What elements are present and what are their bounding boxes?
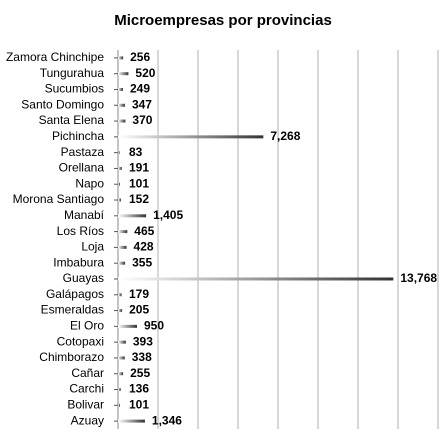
bar [118, 166, 122, 170]
y-tick-label: Tungurahua [40, 66, 105, 80]
y-tick-label: Morona Santiago [13, 192, 105, 206]
y-tick-label: Manabí [64, 208, 105, 222]
value-label: 205 [129, 303, 149, 317]
value-label: 347 [132, 97, 152, 111]
value-label: 355 [132, 255, 152, 269]
value-label: 465 [134, 224, 154, 238]
y-tick-label: Santo Domingo [21, 97, 104, 111]
bar [118, 230, 128, 234]
value-label: 1,346 [152, 413, 182, 427]
bar [118, 182, 121, 186]
bar [118, 340, 126, 344]
value-label: 101 [129, 176, 149, 190]
bar [118, 372, 124, 376]
value-label: 136 [129, 382, 149, 396]
y-tick-label: Sucumbios [45, 82, 104, 96]
bar [118, 103, 125, 107]
y-tick-label: Pichincha [52, 129, 104, 143]
bar [118, 72, 129, 76]
bar [118, 388, 121, 392]
y-tick-label: Azuay [71, 413, 104, 427]
bar [118, 403, 121, 407]
value-label: 191 [129, 161, 149, 175]
y-tick-label: Carchi [69, 382, 104, 396]
y-tick-label: Imbabura [53, 255, 104, 269]
bar [118, 214, 147, 218]
bar [118, 356, 125, 360]
bar [118, 245, 127, 249]
value-label: 428 [134, 240, 154, 254]
bar [118, 324, 137, 328]
y-tick-label: Pastaza [61, 145, 105, 159]
bar [118, 261, 126, 265]
y-tick-label: Orellana [59, 161, 105, 175]
chart-title: Microempresas por provincias [114, 12, 332, 29]
bar [118, 293, 122, 297]
value-label: 370 [132, 113, 152, 127]
bar [118, 151, 120, 155]
value-label: 7,268 [270, 129, 300, 143]
y-tick-label: Bolivar [67, 397, 104, 411]
value-label: 1,405 [153, 208, 183, 222]
y-tick-label: Loja [81, 240, 104, 254]
bar [118, 419, 145, 423]
bar [118, 135, 264, 139]
bar [118, 309, 123, 313]
y-tick-label: Guayas [63, 271, 104, 285]
value-label: 338 [132, 350, 152, 364]
value-label: 101 [129, 397, 149, 411]
y-tick-label: Galápagos [46, 287, 104, 301]
y-tick-label: Cañar [71, 366, 104, 380]
bar [118, 198, 122, 202]
value-label: 256 [130, 50, 150, 64]
y-tick-label: Los Ríos [57, 224, 104, 238]
value-label: 152 [129, 192, 149, 206]
bar [118, 56, 124, 60]
y-tick-label: Cotopaxi [57, 334, 104, 348]
value-label: 255 [130, 366, 150, 380]
bar [118, 87, 123, 91]
value-label: 83 [129, 145, 143, 159]
value-label: 950 [144, 319, 164, 333]
value-label: 179 [129, 287, 149, 301]
y-tick-label: Napo [75, 176, 104, 190]
y-tick-label: Zamora Chinchipe [6, 50, 104, 64]
y-tick-label: Esmeraldas [41, 303, 104, 317]
value-label: 13,768 [400, 271, 437, 285]
value-label: 249 [130, 82, 150, 96]
value-label: 520 [135, 66, 155, 80]
y-tick-label: El Oro [70, 319, 104, 333]
bar [118, 277, 394, 281]
value-label: 393 [133, 334, 153, 348]
y-tick-label: Chimborazo [39, 350, 104, 364]
bar [118, 119, 126, 123]
y-tick-label: Santa Elena [39, 113, 105, 127]
